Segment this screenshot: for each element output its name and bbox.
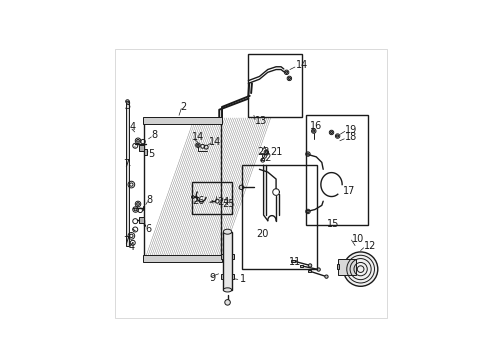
Text: 7: 7 <box>123 235 130 246</box>
Circle shape <box>337 135 339 137</box>
Text: 15: 15 <box>326 219 339 229</box>
Text: 14: 14 <box>209 136 221 147</box>
Text: 26: 26 <box>192 195 204 206</box>
Text: 13: 13 <box>255 116 267 126</box>
Bar <box>223 232 232 290</box>
Text: 12: 12 <box>364 241 377 251</box>
Text: 5: 5 <box>148 149 155 158</box>
Bar <box>192 182 232 214</box>
Circle shape <box>343 252 378 286</box>
Circle shape <box>330 131 333 134</box>
Text: 3: 3 <box>124 102 130 111</box>
Circle shape <box>225 300 230 305</box>
FancyArrowPatch shape <box>210 200 213 203</box>
FancyArrowPatch shape <box>263 147 266 150</box>
Bar <box>248 54 302 117</box>
Bar <box>232 255 234 260</box>
Text: 24: 24 <box>217 197 230 207</box>
Text: 10: 10 <box>351 234 364 244</box>
Circle shape <box>325 275 328 278</box>
Text: 11: 11 <box>290 257 302 267</box>
Text: 19: 19 <box>345 125 358 135</box>
Bar <box>232 274 234 279</box>
Text: 9: 9 <box>210 273 216 283</box>
Ellipse shape <box>223 229 232 234</box>
Circle shape <box>288 77 291 80</box>
Circle shape <box>137 139 140 142</box>
Text: 1: 1 <box>240 274 245 284</box>
Circle shape <box>307 210 309 212</box>
Bar <box>139 217 144 223</box>
Bar <box>242 165 317 269</box>
Circle shape <box>313 130 315 132</box>
Circle shape <box>197 144 199 146</box>
Bar <box>300 265 303 267</box>
Text: 8: 8 <box>147 195 152 205</box>
Text: 4: 4 <box>128 242 135 252</box>
Text: 16: 16 <box>310 121 322 131</box>
Circle shape <box>137 203 140 205</box>
Ellipse shape <box>126 100 129 103</box>
Bar <box>144 149 147 155</box>
Bar <box>145 118 220 261</box>
Circle shape <box>265 151 268 153</box>
Bar <box>221 274 223 279</box>
Circle shape <box>134 208 137 211</box>
Text: 14: 14 <box>193 132 205 143</box>
Text: 2: 2 <box>180 102 187 112</box>
Circle shape <box>317 268 320 271</box>
Bar <box>143 117 222 124</box>
Circle shape <box>307 153 309 155</box>
Bar <box>338 258 356 275</box>
Ellipse shape <box>223 288 232 292</box>
Circle shape <box>308 264 312 267</box>
Text: 17: 17 <box>343 186 356 196</box>
Text: 23: 23 <box>257 147 270 157</box>
Bar <box>221 255 223 260</box>
Text: 7: 7 <box>123 159 130 169</box>
Bar <box>337 264 339 269</box>
Bar <box>306 115 368 225</box>
Bar <box>308 270 311 272</box>
Bar <box>143 255 222 262</box>
Text: 21: 21 <box>270 147 282 157</box>
Bar <box>292 260 294 262</box>
Text: 22: 22 <box>259 153 271 163</box>
Text: 4: 4 <box>130 122 136 132</box>
Text: 6: 6 <box>145 224 151 234</box>
Text: 18: 18 <box>345 132 358 143</box>
Circle shape <box>286 71 288 73</box>
Bar <box>126 102 129 246</box>
Text: 20: 20 <box>257 229 269 239</box>
Text: 25: 25 <box>222 199 235 209</box>
Bar <box>139 145 144 151</box>
Text: 14: 14 <box>295 60 308 70</box>
Text: 8: 8 <box>151 130 157 140</box>
